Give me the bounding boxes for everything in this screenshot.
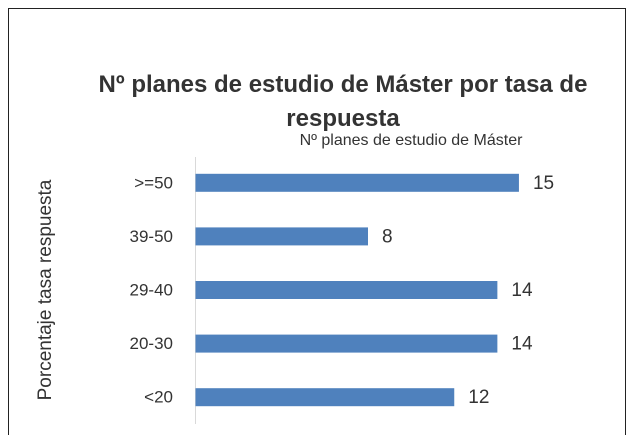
y-tick-label: 29-40 [130,280,173,299]
bar [195,173,519,192]
data-label: 14 [511,280,533,301]
y-tick-label: 39-50 [130,227,173,246]
bar [195,388,455,407]
bar [195,281,498,299]
data-label: 8 [382,226,393,247]
chart-title: Nº planes de estudio de Máster por tasa … [98,71,588,132]
bar [195,227,368,246]
chart-border [8,8,626,435]
data-label: 15 [533,173,554,194]
y-tick-label: 20-30 [130,334,173,353]
data-label: 12 [468,387,489,408]
data-label: 14 [511,334,533,355]
y-tick-label: <20 [144,388,173,407]
y-tick-label: >=50 [134,173,173,192]
bar [195,334,498,353]
legend-entry: Nº planes de estudio de Máster [300,132,524,149]
y-axis-label: Porcentaje tasa respuesta [35,179,56,400]
